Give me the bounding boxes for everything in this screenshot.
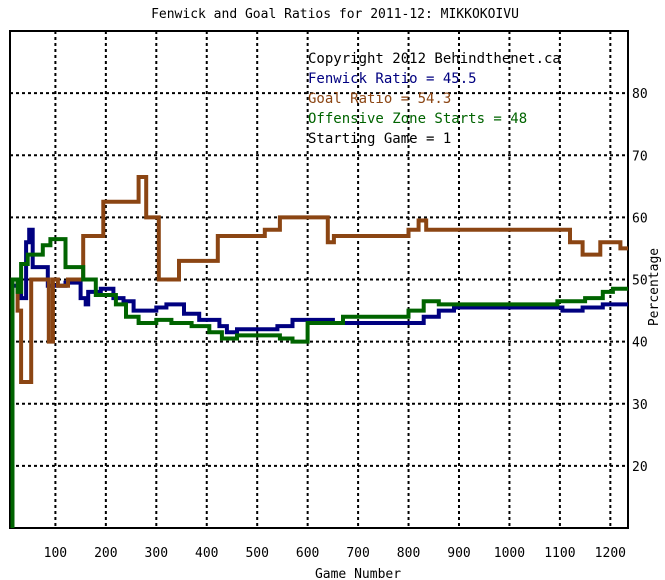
legend-entry-ozone: Offensive Zone Starts = 48 [308, 111, 527, 127]
x-tick-label-5: 600 [296, 546, 319, 561]
y-tick-labels: 20 30 40 50 60 70 80 [632, 87, 648, 475]
x-tick-label-11: 1200 [595, 546, 626, 561]
legend-entry-fenwick: Fenwick Ratio = 45.5 [308, 71, 477, 87]
y-tick-label-3: 50 [632, 274, 648, 289]
y-tick-label-4: 60 [632, 211, 648, 226]
legend: Copyright 2012 Behindthenet.ca Fenwick R… [308, 51, 561, 147]
y-tick-label-2: 40 [632, 336, 648, 351]
x-tick-labels: 100 200 300 400 500 600 700 800 900 1000 1100 1200 [44, 546, 626, 561]
x-tick-label-1: 200 [94, 546, 117, 561]
x-tick-label-4: 500 [245, 546, 268, 561]
x-tick-label-0: 100 [44, 546, 67, 561]
x-tick-label-7: 800 [397, 546, 420, 561]
x-tick-label-3: 400 [195, 546, 218, 561]
series-layer [10, 175, 628, 528]
series-line-ozone [10, 237, 628, 528]
legend-copyright: Copyright 2012 Behindthenet.ca [308, 51, 561, 67]
x-tick-label-6: 700 [346, 546, 369, 561]
y-axis-label: Percentage [647, 248, 662, 326]
x-tick-label-2: 300 [145, 546, 168, 561]
series-line-goal [10, 175, 628, 384]
y-tick-label-0: 20 [632, 460, 648, 475]
chart-title: Fenwick and Goal Ratios for 2011-12: MIK… [151, 7, 519, 22]
y-tick-label-1: 30 [632, 398, 648, 413]
x-tick-label-10: 1100 [544, 546, 575, 561]
legend-entry-goal: Goal Ratio = 54.3 [308, 91, 451, 107]
legend-starting-game: Starting Game = 1 [308, 131, 451, 147]
x-axis-label: Game Number [315, 567, 401, 580]
grid-lines [10, 31, 628, 528]
x-tick-label-8: 900 [447, 546, 470, 561]
y-tick-label-5: 70 [632, 149, 648, 164]
x-tick-label-9: 1000 [494, 546, 525, 561]
y-tick-label-6: 80 [632, 87, 648, 102]
